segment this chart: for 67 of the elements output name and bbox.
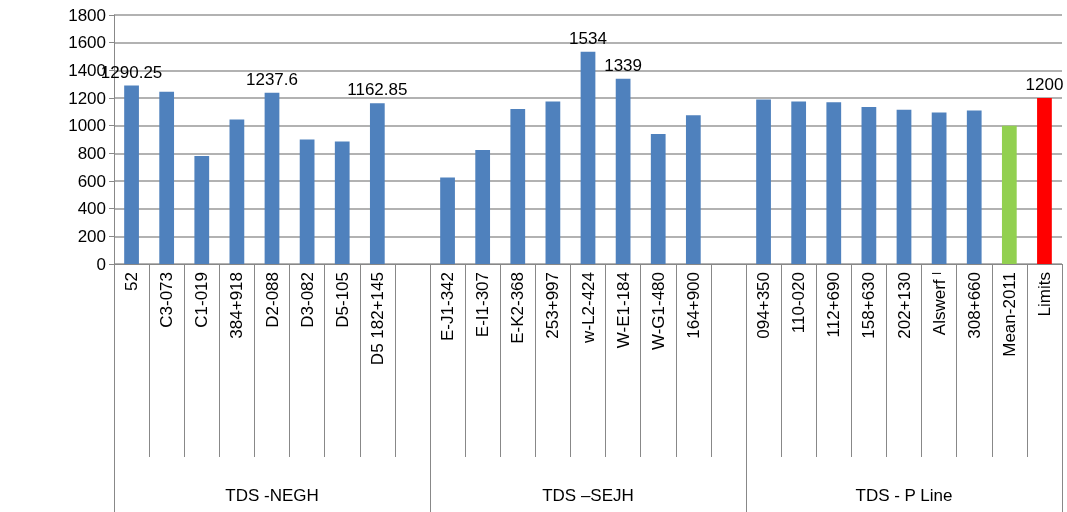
y-tick-label: 1600 — [68, 33, 106, 53]
x-tick-label: D5 182+145 — [367, 272, 387, 366]
x-tick-label: C1-019 — [192, 272, 212, 328]
x-tick-label: 110-020 — [789, 272, 809, 334]
x-tick-label: 253+997 — [543, 272, 563, 339]
y-tick-label: 800 — [77, 143, 106, 163]
x-tick-label: Mean-2011 — [999, 272, 1019, 357]
bar — [861, 106, 877, 264]
x-tick-label: 202+130 — [894, 272, 914, 339]
bar — [229, 119, 245, 264]
bar — [545, 101, 561, 264]
data-label: 1339 — [604, 55, 643, 75]
y-tick-label: 600 — [77, 171, 106, 191]
data-label: 1200 — [1025, 75, 1064, 94]
bar — [369, 103, 385, 264]
text: TDS –SEJH — [542, 486, 634, 505]
bar — [650, 133, 666, 264]
bar — [299, 139, 315, 264]
bar — [756, 99, 771, 264]
bar — [685, 115, 701, 264]
text: TDS - P Line — [855, 486, 953, 505]
x-tick-label: 384+918 — [227, 272, 247, 339]
x-tick-label: 158+630 — [859, 272, 879, 339]
bar — [334, 141, 350, 264]
x-tick-label: D3-082 — [297, 272, 317, 328]
x-tick-label: E-J1-342 — [438, 272, 458, 341]
bar — [1001, 125, 1017, 264]
bar — [264, 92, 280, 264]
x-tick-label: W-G1-480 — [648, 272, 668, 351]
y-tick-label: 200 — [77, 226, 106, 246]
y-tick-label: 400 — [77, 199, 106, 219]
x-tick-label: E-K2-368 — [508, 272, 528, 344]
data-label: 1237.6 — [246, 69, 298, 89]
bar — [966, 110, 982, 264]
text: TDS -NEGH — [225, 486, 319, 505]
x-tick-label: C3-073 — [157, 272, 177, 328]
bar — [510, 109, 526, 264]
bar — [896, 109, 912, 264]
x-tick-label: 308+660 — [964, 272, 984, 339]
bar — [791, 101, 807, 264]
x-tick-label: Limits — [1034, 272, 1054, 317]
bar — [440, 177, 455, 264]
bar — [931, 112, 947, 264]
x-tick-label: D2-088 — [262, 272, 282, 328]
x-tick-label: W-E1-184 — [613, 272, 633, 349]
bar — [580, 51, 596, 264]
bar — [159, 91, 175, 264]
x-tick-label: 094+350 — [754, 272, 774, 339]
y-tick-label: 1800 — [68, 5, 106, 25]
data-label: 1162.85 — [347, 80, 408, 100]
bar — [475, 149, 491, 264]
y-tick-label: 1000 — [68, 116, 106, 136]
x-tick-label: E-I1-307 — [473, 272, 493, 338]
bar — [615, 78, 631, 264]
x-tick-label: D5-105 — [332, 272, 352, 328]
x-tick-label: 52 — [122, 272, 142, 291]
y-tick-label: 0 — [96, 254, 106, 274]
bar — [826, 102, 842, 264]
y-tick-label: 1200 — [68, 88, 106, 108]
x-tick-label: 112+690 — [824, 272, 844, 338]
x-tick-label: 164+900 — [683, 272, 703, 339]
x-tick-label: w-L2-424 — [578, 272, 598, 344]
bar — [194, 156, 210, 264]
x-tick-label: Alswerf ˡ — [929, 272, 949, 336]
bar — [124, 85, 139, 264]
bar — [1037, 98, 1052, 264]
data-label: 1534 — [569, 28, 607, 48]
